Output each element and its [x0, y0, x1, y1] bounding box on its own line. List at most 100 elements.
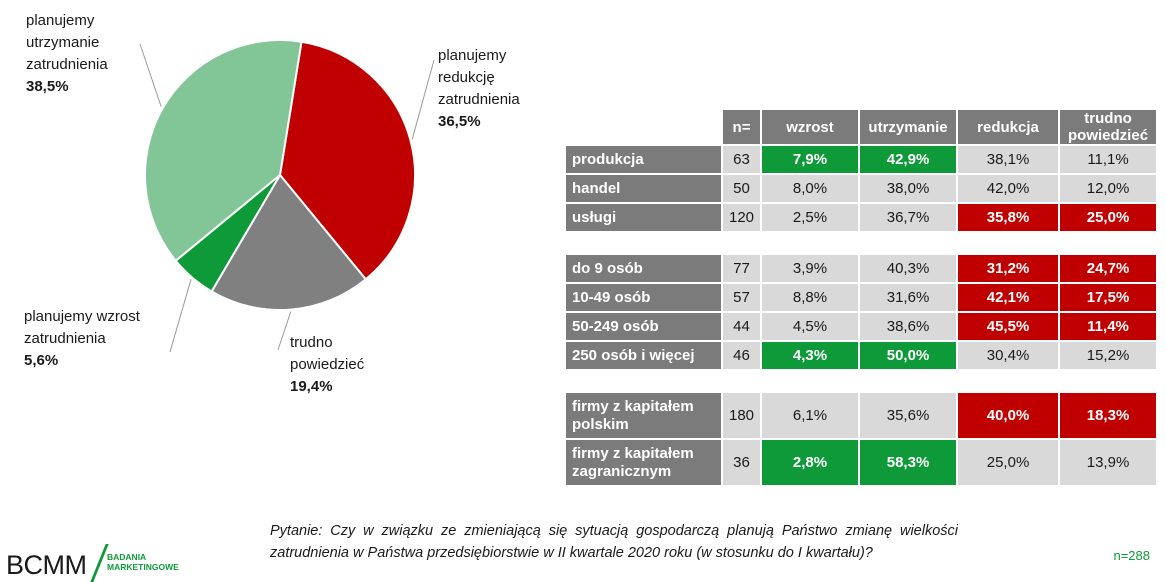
row-n: 50: [723, 175, 761, 202]
table-header-corner: [566, 110, 721, 144]
cell-reduction: 30,4%: [958, 342, 1059, 369]
logo-tagline-line-1: BADANIA: [107, 552, 147, 562]
row-label: produkcja: [566, 146, 721, 173]
cell-hard-to-say: 15,2%: [1060, 342, 1157, 369]
row-n: 57: [723, 284, 761, 311]
pie-label-value: 5,6%: [24, 352, 59, 369]
pie-leader-line: [169, 279, 192, 353]
cell-reduction: 35,8%: [958, 204, 1059, 231]
pie-label-maintain: planujemy utrzymanie zatrudnienia 38,5%: [26, 10, 108, 98]
table-header-maintain: utrzymanie: [860, 110, 957, 144]
row-label: firmy z kapitałem polskim: [566, 393, 721, 438]
row-n: 180: [723, 393, 761, 438]
table-header-growth: wzrost: [762, 110, 859, 144]
cell-maintain: 36,7%: [860, 204, 957, 231]
cell-maintain: 58,3%: [860, 440, 957, 485]
cell-hard-to-say: 25,0%: [1060, 204, 1157, 231]
logo-brand: BCMM: [6, 550, 87, 580]
cell-maintain: 50,0%: [860, 342, 957, 369]
cell-maintain: 35,6%: [860, 393, 957, 438]
bcmm-logo: BCMM BADANIA MARKETINGOWE: [6, 544, 206, 582]
cell-growth: 8,0%: [762, 175, 859, 202]
pie-leader-line: [411, 59, 435, 140]
sample-size: n=288: [1113, 548, 1150, 563]
table-row: 50-249 osób 44 4,5% 38,6% 45,5% 11,4%: [566, 313, 1157, 340]
row-label: usługi: [566, 204, 721, 231]
results-table: n= wzrost utrzymanie redukcja trudno pow…: [564, 108, 1158, 487]
table-row: 10-49 osób 57 8,8% 31,6% 42,1% 17,5%: [566, 284, 1157, 311]
logo-slash: [90, 544, 109, 582]
pie-label-value: 19,4%: [290, 378, 333, 395]
cell-maintain: 38,6%: [860, 313, 957, 340]
pie-label-hard-to-say: trudno powiedzieć 19,4%: [290, 332, 364, 398]
pie-leader-line: [139, 43, 162, 107]
table-header-reduction: redukcja: [958, 110, 1059, 144]
cell-growth: 8,8%: [762, 284, 859, 311]
row-label: firmy z kapitałem zagranicznym: [566, 440, 721, 485]
cell-reduction: 31,2%: [958, 255, 1059, 282]
pie-label-value: 36,5%: [438, 113, 481, 130]
pie-label-growth: planujemy wzrost zatrudnienia 5,6%: [24, 306, 140, 372]
cell-reduction: 38,1%: [958, 146, 1059, 173]
pie-label-text: planujemy wzrost zatrudnienia: [24, 308, 140, 347]
cell-reduction: 45,5%: [958, 313, 1059, 340]
pie-label-reduction: planujemy redukcję zatrudnienia 36,5%: [438, 45, 520, 133]
cell-maintain: 40,3%: [860, 255, 957, 282]
survey-question: Pytanie: Czy w związku ze zmieniającą si…: [270, 523, 958, 561]
group-spacer: [566, 371, 1156, 391]
pie-slice-maintain: [144, 39, 303, 263]
cell-hard-to-say: 12,0%: [1060, 175, 1157, 202]
pie-slice-reduction: [278, 40, 416, 281]
cell-hard-to-say: 18,3%: [1060, 393, 1157, 438]
cell-reduction: 25,0%: [958, 440, 1059, 485]
pie-label-value: 38,5%: [26, 78, 69, 95]
row-n: 36: [723, 440, 761, 485]
group-spacer: [566, 233, 1156, 253]
row-n: 77: [723, 255, 761, 282]
row-label: 50-249 osób: [566, 313, 721, 340]
row-n: 63: [723, 146, 761, 173]
row-n: 44: [723, 313, 761, 340]
cell-reduction: 40,0%: [958, 393, 1059, 438]
table-header-hard-to-say: trudno powiedzieć: [1060, 110, 1157, 144]
group-spacer-cell: [566, 233, 1156, 253]
cell-growth: 4,5%: [762, 313, 859, 340]
table-row: usługi 120 2,5% 36,7% 35,8% 25,0%: [566, 204, 1157, 231]
table-row: do 9 osób 77 3,9% 40,3% 31,2% 24,7%: [566, 255, 1157, 282]
cell-growth: 3,9%: [762, 255, 859, 282]
row-n: 120: [723, 204, 761, 231]
cell-growth: 6,1%: [762, 393, 859, 438]
table-row: produkcja 63 7,9% 42,9% 38,1% 11,1%: [566, 146, 1157, 173]
pie-chart: [139, 39, 435, 353]
logo-tagline-line-2: MARKETINGOWE: [107, 562, 179, 572]
cell-hard-to-say: 17,5%: [1060, 284, 1157, 311]
pie-slice-hard-to-say: [210, 173, 368, 311]
pie-label-text: trudno powiedzieć: [290, 334, 365, 373]
cell-hard-to-say: 13,9%: [1060, 440, 1157, 485]
table-row: 250 osób i więcej 46 4,3% 50,0% 30,4% 15,2%: [566, 342, 1157, 369]
table-row: handel 50 8,0% 38,0% 42,0% 12,0%: [566, 175, 1157, 202]
row-label: do 9 osób: [566, 255, 721, 282]
cell-hard-to-say: 24,7%: [1060, 255, 1157, 282]
cell-reduction: 42,0%: [958, 175, 1059, 202]
cell-maintain: 38,0%: [860, 175, 957, 202]
table-header-row: n= wzrost utrzymanie redukcja trudno pow…: [566, 110, 1157, 144]
logo-tagline: BADANIA MARKETINGOWE: [107, 552, 179, 572]
cell-maintain: 31,6%: [860, 284, 957, 311]
table-body: produkcja 63 7,9% 42,9% 38,1% 11,1% handel 50 8,…: [566, 146, 1157, 485]
cell-hard-to-say: 11,1%: [1060, 146, 1157, 173]
table-row: firmy z kapitałem polskim 180 6,1% 35,6% 40,…: [566, 393, 1157, 438]
pie-label-text: planujemy utrzymanie zatrudnienia: [26, 12, 108, 73]
pie-label-text: planujemy redukcję zatrudnienia: [438, 47, 520, 108]
row-label: 250 osób i więcej: [566, 342, 721, 369]
cell-growth: 2,5%: [762, 204, 859, 231]
table-header-n: n=: [723, 110, 761, 144]
row-label: 10-49 osób: [566, 284, 721, 311]
row-n: 46: [723, 342, 761, 369]
cell-growth: 2,8%: [762, 440, 859, 485]
pie-leader-line: [277, 311, 292, 351]
cell-reduction: 42,1%: [958, 284, 1059, 311]
table-row: firmy z kapitałem zagranicznym 36 2,8% 58,3…: [566, 440, 1157, 485]
cell-growth: 7,9%: [762, 146, 859, 173]
group-spacer-cell: [566, 371, 1156, 391]
